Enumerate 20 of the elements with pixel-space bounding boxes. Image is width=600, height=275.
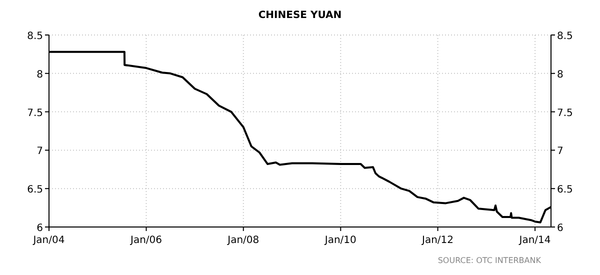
y-tick-label: 8: [36, 69, 43, 80]
x-tick-label: Jan/12: [421, 235, 454, 246]
source-note: SOURCE: OTC INTERBANK: [438, 256, 542, 265]
x-tick-label: Jan/14: [518, 235, 551, 246]
y-tick-label: 6.5: [27, 184, 43, 196]
x-tick-label: Jan/08: [226, 235, 260, 246]
y2-tick-label: 6.5: [557, 184, 573, 196]
y-tick-label: 7: [36, 146, 43, 158]
y2-tick-label: 7: [557, 146, 564, 158]
y-tick-label: 8.5: [27, 31, 43, 42]
y-tick-label: 7.5: [27, 108, 43, 119]
y2-tick-label: 8: [557, 69, 564, 80]
x-tick-label: Jan/04: [32, 235, 65, 246]
chart-title: CHINESE YUAN: [258, 10, 342, 21]
y-tick-label: 6: [36, 223, 43, 234]
x-tick-label: Jan/10: [324, 235, 356, 246]
y2-tick-label: 6: [557, 223, 564, 234]
y2-tick-label: 8.5: [557, 31, 573, 42]
x-tick-label: Jan/06: [130, 235, 162, 246]
y2-tick-label: 7.5: [557, 108, 573, 119]
